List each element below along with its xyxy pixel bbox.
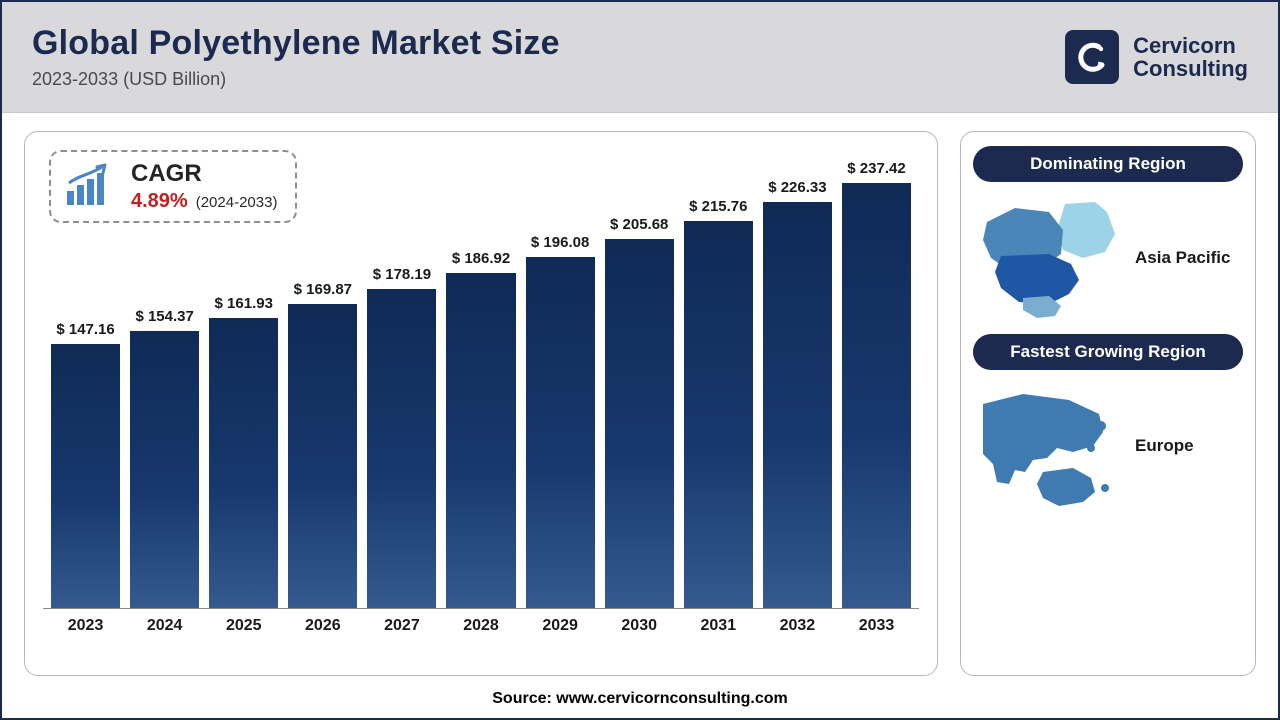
fastest-region-label: Europe (1135, 436, 1194, 456)
cagr-badge: CAGR 4.89% (2024-2033) (49, 150, 297, 223)
x-tick-label: 2031 (684, 617, 753, 635)
chart-panel: CAGR 4.89% (2024-2033) $ 147.16$ 154.37$… (24, 131, 938, 676)
bar (684, 221, 753, 608)
dominating-region-header: Dominating Region (973, 146, 1243, 182)
x-tick-label: 2033 (842, 617, 911, 635)
bar-value-label: $ 169.87 (294, 281, 352, 298)
bar-value-label: $ 178.19 (373, 266, 431, 283)
bar-value-label: $ 205.68 (610, 216, 668, 233)
side-panel: Dominating Region Asia Pacific Fastest G… (960, 131, 1256, 676)
dominating-region-label: Asia Pacific (1135, 248, 1230, 268)
title-block: Global Polyethylene Market Size 2023-203… (32, 24, 560, 90)
bar-value-label: $ 154.37 (135, 308, 193, 325)
x-tick-label: 2028 (446, 617, 515, 635)
asia-pacific-map-icon (973, 386, 1123, 506)
x-tick-label: 2024 (130, 617, 199, 635)
north-america-map-icon (973, 198, 1123, 318)
source-line: Source: www.cervicornconsulting.com (2, 684, 1278, 718)
bar-column: $ 178.19 (367, 266, 436, 608)
bar-column: $ 205.68 (605, 216, 674, 608)
x-tick-label: 2032 (763, 617, 832, 635)
x-tick-label: 2025 (209, 617, 278, 635)
bar-value-label: $ 226.33 (768, 179, 826, 196)
cagr-value: 4.89% (131, 190, 188, 213)
dominating-region-box: Asia Pacific (973, 198, 1243, 318)
bar (763, 202, 832, 608)
source-label: Source: (492, 690, 552, 707)
bar-value-label: $ 147.16 (56, 321, 114, 338)
header: Global Polyethylene Market Size 2023-203… (2, 2, 1278, 113)
page-subtitle: 2023-2033 (USD Billion) (32, 69, 560, 90)
bar (288, 304, 357, 608)
bar-value-label: $ 186.92 (452, 250, 510, 267)
brand-line2: Consulting (1133, 57, 1248, 80)
bar (446, 273, 515, 608)
bar-column: $ 215.76 (684, 198, 753, 608)
fastest-region-box: Europe (973, 386, 1243, 506)
bar-column: $ 186.92 (446, 250, 515, 608)
bar-column: $ 147.16 (51, 321, 120, 608)
bar (209, 318, 278, 608)
brand-mark-icon (1065, 30, 1119, 84)
growth-chart-icon (65, 161, 117, 212)
page-title: Global Polyethylene Market Size (32, 24, 560, 63)
bar-column: $ 161.93 (209, 295, 278, 608)
page-frame: Global Polyethylene Market Size 2023-203… (0, 0, 1280, 720)
bar (130, 331, 199, 608)
bar-column: $ 169.87 (288, 281, 357, 608)
body-row: CAGR 4.89% (2024-2033) $ 147.16$ 154.37$… (2, 113, 1278, 684)
bar-value-label: $ 237.42 (847, 160, 905, 177)
bar (842, 183, 911, 608)
x-tick-label: 2023 (51, 617, 120, 635)
cagr-period: (2024-2033) (196, 194, 278, 211)
bar-column: $ 196.08 (526, 234, 595, 608)
bar-column: $ 237.42 (842, 160, 911, 608)
bar-column: $ 226.33 (763, 179, 832, 608)
x-tick-label: 2029 (526, 617, 595, 635)
bar (51, 344, 120, 608)
brand-text: Cervicorn Consulting (1133, 34, 1248, 80)
bar-value-label: $ 196.08 (531, 234, 589, 251)
x-tick-label: 2026 (288, 617, 357, 635)
bar-column: $ 154.37 (130, 308, 199, 608)
brand-logo: Cervicorn Consulting (1065, 30, 1248, 84)
cagr-text: CAGR 4.89% (2024-2033) (131, 160, 277, 213)
bar (367, 289, 436, 608)
bar-chart: $ 147.16 $ 154.37 $ 161.93 $ 169.87 $ 178.19… (43, 160, 919, 609)
x-tick-label: 2030 (605, 617, 674, 635)
source-value: www.cervicornconsulting.com (556, 690, 787, 707)
x-axis-labels: 2023 2024 2025 2026 2027 2028 2029 2030 2031 2032… (43, 609, 919, 635)
bar-value-label: $ 161.93 (215, 295, 273, 312)
x-tick-label: 2027 (367, 617, 436, 635)
brand-line1: Cervicorn (1133, 34, 1248, 57)
fastest-region-header: Fastest Growing Region (973, 334, 1243, 370)
cagr-label: CAGR (131, 160, 277, 188)
bar-value-label: $ 215.76 (689, 198, 747, 215)
bar (605, 239, 674, 608)
bar (526, 257, 595, 608)
